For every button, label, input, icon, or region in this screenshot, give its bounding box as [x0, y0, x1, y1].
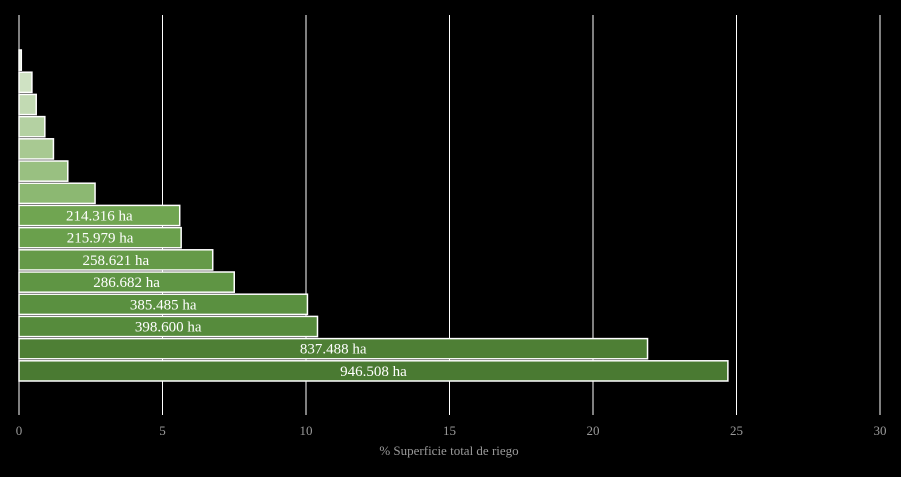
bar — [18, 293, 309, 316]
bar — [18, 337, 649, 360]
bar-data-label: 214.316 ha — [66, 209, 133, 225]
x-tick-label: 15 — [443, 423, 456, 438]
bar — [18, 71, 33, 94]
bar — [18, 315, 319, 338]
x-tick-label: 30 — [874, 423, 887, 438]
bar — [18, 93, 37, 116]
bar-data-label: 837.488 ha — [300, 342, 367, 358]
bar-data-label: 946.508 ha — [340, 364, 407, 380]
bar — [18, 115, 46, 138]
x-axis-ticks: 0 5 10 15 20 25 30 — [16, 423, 887, 438]
x-tick-label: 0 — [16, 423, 23, 438]
bar — [18, 226, 182, 249]
bar — [18, 204, 181, 227]
x-tick-label: 20 — [587, 423, 600, 438]
bars — [18, 49, 729, 382]
bar-data-label: 215.979 ha — [67, 231, 134, 247]
bar — [18, 160, 69, 182]
bar-data-label: 385.485 ha — [130, 297, 197, 313]
bar — [18, 249, 214, 271]
bar-data-label: 286.682 ha — [93, 275, 160, 291]
bar-data-label: 398.600 ha — [135, 320, 202, 336]
gridlines — [18, 15, 881, 415]
bar — [18, 138, 55, 160]
bar — [18, 360, 729, 382]
x-axis-title: % Superficie total de riego — [379, 443, 518, 458]
x-tick-label: 25 — [730, 423, 743, 438]
bar — [18, 271, 235, 293]
bar — [18, 182, 96, 205]
x-tick-label: 5 — [159, 423, 166, 438]
bar-data-label: 258.621 ha — [83, 253, 150, 269]
bar — [18, 49, 23, 71]
bar-labels: 946.508 ha 837.488 ha 398.600 ha 385.485 ha… — [66, 209, 407, 380]
x-tick-label: 10 — [300, 423, 313, 438]
